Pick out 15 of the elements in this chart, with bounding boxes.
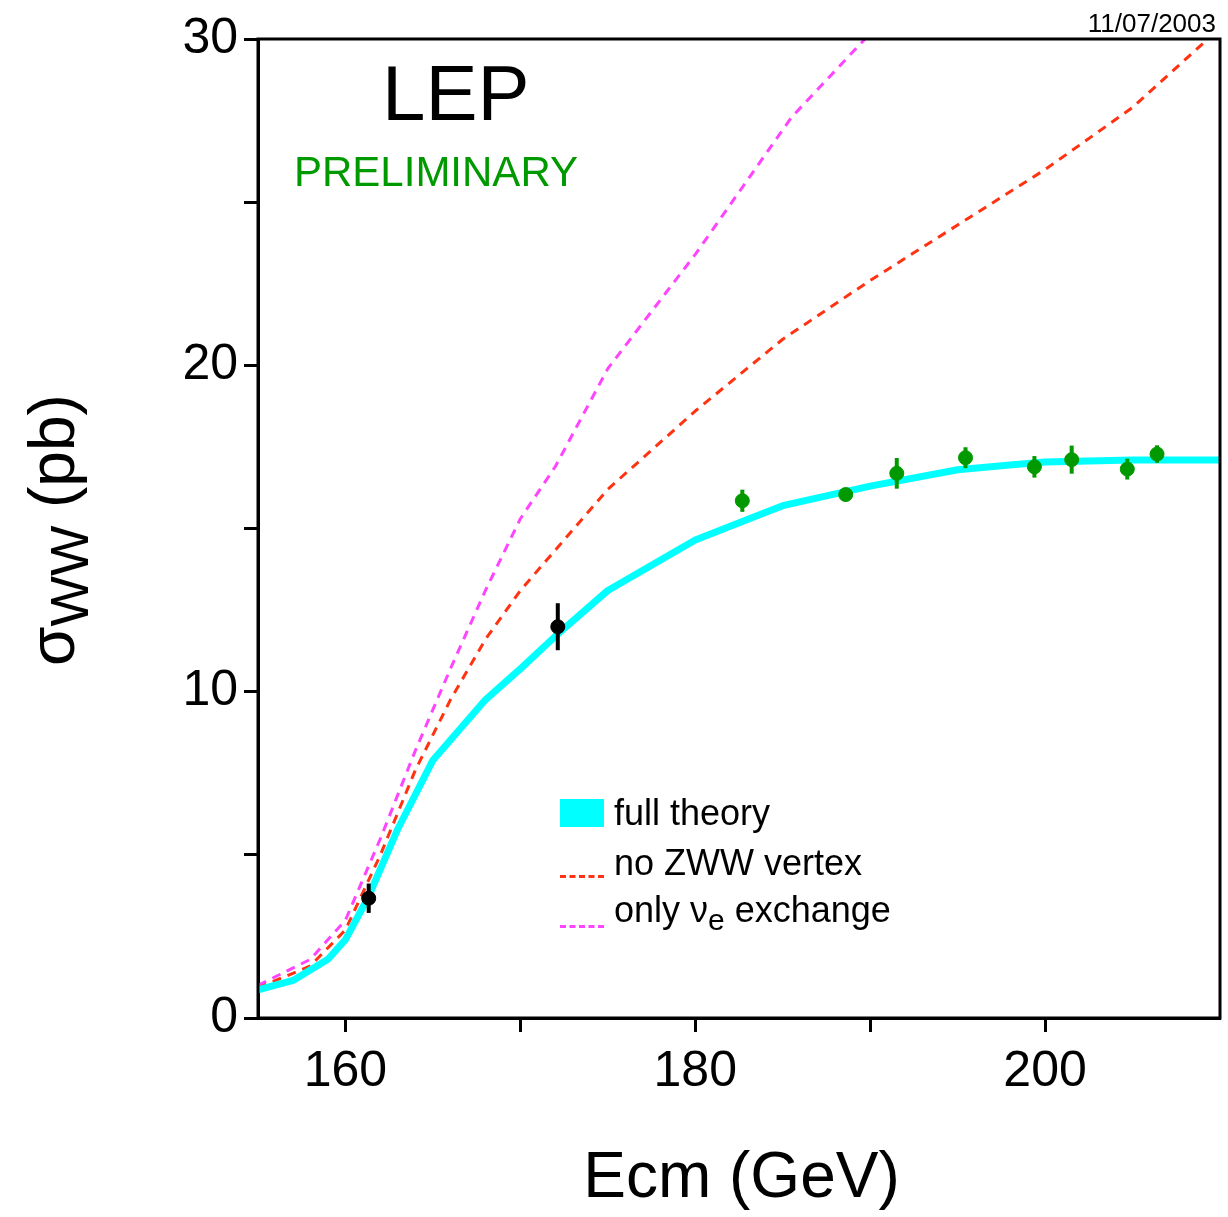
y-tick-label: 30 [182, 7, 238, 64]
x-tick-label: 160 [303, 1040, 388, 1097]
y-tick-label: 10 [182, 660, 238, 717]
x-tick-label: 180 [653, 1040, 737, 1097]
x-tick-label: 200 [1003, 1040, 1087, 1097]
y-tick-label: 20 [182, 334, 238, 391]
text: PRELIMINARY [294, 148, 578, 196]
legend-label: no ZWW vertex [614, 842, 863, 884]
point [838, 487, 854, 503]
y-tick-label: 0 [210, 986, 238, 1043]
legend-label: only ν$_{e}$ exchange [614, 888, 891, 938]
legend-label: full theory [614, 792, 771, 834]
chart-title: LEP [382, 48, 530, 139]
x-axis-title: Ecm (GeV) [582, 1138, 901, 1212]
text: 11/07/2003 [1087, 8, 1216, 39]
